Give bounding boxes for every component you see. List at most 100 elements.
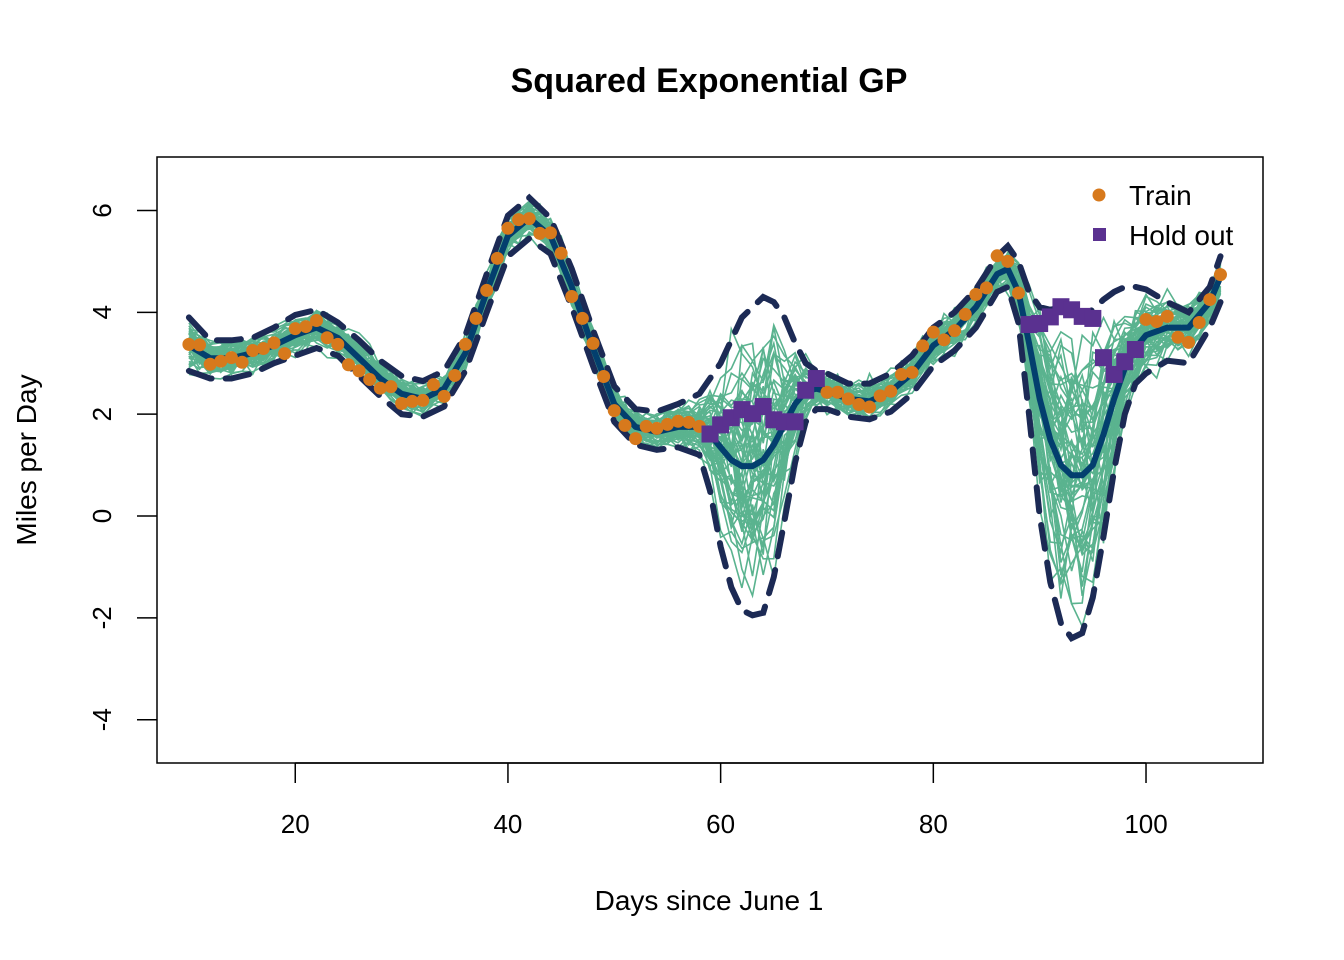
train-point <box>384 380 398 394</box>
train-point <box>448 368 462 382</box>
train-point <box>543 226 557 240</box>
chart-title: Squared Exponential GP <box>511 62 908 100</box>
train-point <box>575 311 589 325</box>
train-point <box>278 347 292 361</box>
mean-line <box>187 215 1224 479</box>
x-tick-label: 20 <box>281 809 310 839</box>
train-point <box>937 333 951 347</box>
train-point <box>203 357 217 371</box>
train-point <box>320 331 334 345</box>
train-point <box>969 287 983 301</box>
x-axis-label: Days since June 1 <box>595 885 824 916</box>
train-point <box>958 307 972 321</box>
train-point <box>660 417 674 431</box>
train-point <box>469 311 483 325</box>
train-point <box>597 369 611 383</box>
train-point <box>1203 293 1217 307</box>
posterior-sample-line <box>188 200 1222 597</box>
y-tick-label: 0 <box>87 509 117 523</box>
y-tick-label: 4 <box>87 305 117 319</box>
train-point <box>416 393 430 407</box>
train-point <box>246 344 260 358</box>
train-point <box>214 354 228 368</box>
train-point <box>650 421 664 435</box>
y-tick-label: 2 <box>87 407 117 421</box>
legend: Train Hold out <box>1092 180 1234 251</box>
posterior-samples <box>188 200 1222 629</box>
train-point <box>533 226 547 240</box>
train-points <box>182 212 1227 446</box>
legend-holdout-label: Hold out <box>1129 220 1234 251</box>
train-point <box>820 385 834 399</box>
train-point <box>841 392 855 406</box>
train-point <box>1150 314 1164 328</box>
train-point <box>1011 286 1025 300</box>
holdout-point <box>1094 349 1112 367</box>
y-axis-label: Miles per Day <box>11 374 42 545</box>
train-point <box>288 322 302 336</box>
train-point <box>522 212 536 226</box>
legend-holdout-marker <box>1093 228 1106 241</box>
train-point <box>490 251 504 265</box>
train-point <box>437 389 451 403</box>
train-point <box>671 414 685 428</box>
legend-train-label: Train <box>1129 180 1192 211</box>
train-point <box>256 341 270 355</box>
train-point <box>1192 316 1206 330</box>
train-point <box>299 320 313 334</box>
train-point <box>352 364 366 378</box>
y-axis: -4 -2 0 2 4 6 <box>87 203 157 731</box>
x-tick-label: 80 <box>919 809 948 839</box>
y-tick-label: 6 <box>87 203 117 217</box>
holdout-point <box>1084 309 1102 327</box>
train-point <box>639 419 653 433</box>
train-point <box>863 400 877 414</box>
train-point <box>480 283 494 297</box>
train-point <box>873 389 887 403</box>
train-point <box>458 337 472 351</box>
posterior-sample-line <box>188 203 1222 450</box>
train-point <box>182 337 196 351</box>
train-point <box>1171 330 1185 344</box>
train-point <box>1213 268 1227 282</box>
train-point <box>554 246 568 260</box>
train-point <box>373 381 387 395</box>
train-point <box>331 337 345 351</box>
train-point <box>916 339 930 353</box>
y-tick-label: -2 <box>87 606 117 629</box>
train-point <box>990 249 1004 263</box>
x-tick-label: 60 <box>706 809 735 839</box>
train-point <box>427 378 440 392</box>
train-point <box>1001 254 1015 268</box>
x-tick-label: 100 <box>1124 809 1167 839</box>
train-point <box>1182 335 1196 349</box>
train-point <box>607 404 621 418</box>
train-point <box>501 221 515 235</box>
holdout-point <box>1126 340 1144 358</box>
band-lower-line <box>185 234 1224 643</box>
y-tick-label: -4 <box>87 708 117 731</box>
train-point <box>586 336 600 350</box>
train-point <box>884 384 898 398</box>
train-point <box>224 351 238 365</box>
train-point <box>852 397 866 411</box>
train-point <box>395 396 409 410</box>
train-point <box>1139 312 1153 326</box>
train-point <box>235 355 249 369</box>
train-point <box>310 313 324 327</box>
train-point <box>341 358 355 372</box>
train-point <box>618 418 632 432</box>
train-point <box>512 213 526 227</box>
train-point <box>193 338 207 352</box>
train-point <box>682 415 696 429</box>
holdout-point <box>754 398 772 416</box>
train-point <box>565 290 579 304</box>
x-tick-label: 40 <box>493 809 522 839</box>
train-point <box>405 394 419 408</box>
train-point <box>831 385 845 399</box>
train-point <box>894 367 908 381</box>
legend-train-marker <box>1092 188 1106 202</box>
holdout-points <box>701 298 1144 443</box>
train-point <box>629 432 643 446</box>
